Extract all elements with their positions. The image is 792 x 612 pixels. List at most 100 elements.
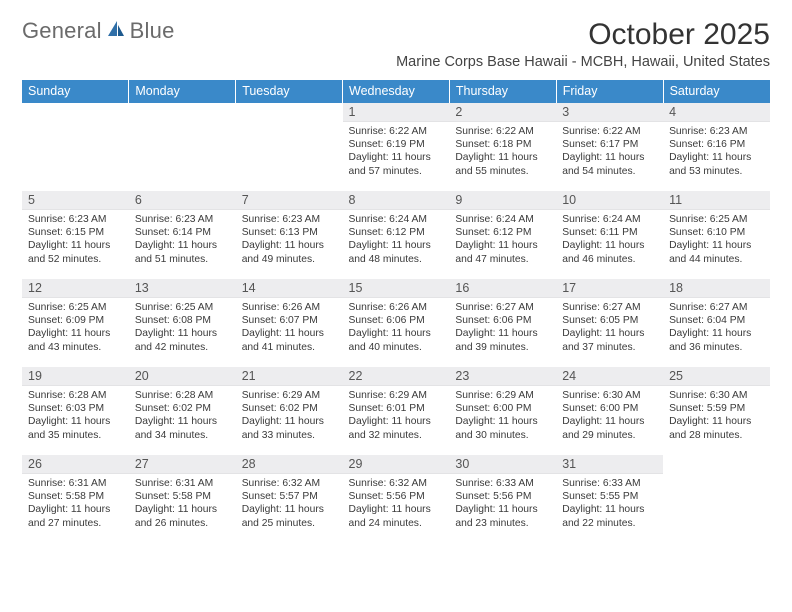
sunset-text: Sunset: 6:19 PM	[349, 138, 444, 151]
daylight-text: Daylight: 11 hours and 24 minutes.	[349, 503, 444, 529]
calendar-cell: 31Sunrise: 6:33 AMSunset: 5:55 PMDayligh…	[556, 455, 663, 543]
calendar-cell: 29Sunrise: 6:32 AMSunset: 5:56 PMDayligh…	[343, 455, 450, 543]
calendar-cell: 11Sunrise: 6:25 AMSunset: 6:10 PMDayligh…	[663, 191, 770, 279]
calendar-cell: 10Sunrise: 6:24 AMSunset: 6:11 PMDayligh…	[556, 191, 663, 279]
sunrise-text: Sunrise: 6:27 AM	[455, 301, 550, 314]
sunset-text: Sunset: 6:04 PM	[669, 314, 764, 327]
day-details: Sunrise: 6:27 AMSunset: 6:04 PMDaylight:…	[663, 298, 770, 358]
weekday-header: Friday	[556, 80, 663, 103]
day-number: 7	[236, 191, 343, 210]
sunset-text: Sunset: 5:55 PM	[562, 490, 657, 503]
sunrise-text: Sunrise: 6:23 AM	[135, 213, 230, 226]
sunset-text: Sunset: 6:06 PM	[349, 314, 444, 327]
weekday-header-row: Sunday Monday Tuesday Wednesday Thursday…	[22, 80, 770, 103]
daylight-text: Daylight: 11 hours and 36 minutes.	[669, 327, 764, 353]
day-number: 19	[22, 367, 129, 386]
sunset-text: Sunset: 6:15 PM	[28, 226, 123, 239]
day-details: Sunrise: 6:26 AMSunset: 6:07 PMDaylight:…	[236, 298, 343, 358]
day-number: 4	[663, 103, 770, 122]
sunrise-text: Sunrise: 6:31 AM	[135, 477, 230, 490]
daylight-text: Daylight: 11 hours and 30 minutes.	[455, 415, 550, 441]
day-number: 31	[556, 455, 663, 474]
day-details: Sunrise: 6:22 AMSunset: 6:18 PMDaylight:…	[449, 122, 556, 182]
calendar-cell: 4Sunrise: 6:23 AMSunset: 6:16 PMDaylight…	[663, 103, 770, 191]
sunset-text: Sunset: 6:14 PM	[135, 226, 230, 239]
calendar-cell: 17Sunrise: 6:27 AMSunset: 6:05 PMDayligh…	[556, 279, 663, 367]
day-details: Sunrise: 6:25 AMSunset: 6:08 PMDaylight:…	[129, 298, 236, 358]
day-number: 16	[449, 279, 556, 298]
calendar-cell: 28Sunrise: 6:32 AMSunset: 5:57 PMDayligh…	[236, 455, 343, 543]
weekday-header: Wednesday	[343, 80, 450, 103]
sunset-text: Sunset: 6:03 PM	[28, 402, 123, 415]
day-details: Sunrise: 6:33 AMSunset: 5:55 PMDaylight:…	[556, 474, 663, 534]
day-details: Sunrise: 6:23 AMSunset: 6:14 PMDaylight:…	[129, 210, 236, 270]
location-text: Marine Corps Base Hawaii - MCBH, Hawaii,…	[396, 54, 770, 70]
day-number: 24	[556, 367, 663, 386]
day-details: Sunrise: 6:32 AMSunset: 5:57 PMDaylight:…	[236, 474, 343, 534]
sunset-text: Sunset: 6:01 PM	[349, 402, 444, 415]
daylight-text: Daylight: 11 hours and 33 minutes.	[242, 415, 337, 441]
daylight-text: Daylight: 11 hours and 49 minutes.	[242, 239, 337, 265]
title-block: October 2025 Marine Corps Base Hawaii - …	[396, 18, 770, 70]
sunset-text: Sunset: 6:08 PM	[135, 314, 230, 327]
daylight-text: Daylight: 11 hours and 48 minutes.	[349, 239, 444, 265]
calendar-cell: 27Sunrise: 6:31 AMSunset: 5:58 PMDayligh…	[129, 455, 236, 543]
sunset-text: Sunset: 6:00 PM	[455, 402, 550, 415]
day-number: 6	[129, 191, 236, 210]
sunrise-text: Sunrise: 6:24 AM	[349, 213, 444, 226]
calendar-cell: 19Sunrise: 6:28 AMSunset: 6:03 PMDayligh…	[22, 367, 129, 455]
sunrise-text: Sunrise: 6:32 AM	[242, 477, 337, 490]
sunrise-text: Sunrise: 6:29 AM	[349, 389, 444, 402]
calendar-cell: 24Sunrise: 6:30 AMSunset: 6:00 PMDayligh…	[556, 367, 663, 455]
calendar-cell: 14Sunrise: 6:26 AMSunset: 6:07 PMDayligh…	[236, 279, 343, 367]
calendar-row: 5Sunrise: 6:23 AMSunset: 6:15 PMDaylight…	[22, 191, 770, 279]
calendar-row: 26Sunrise: 6:31 AMSunset: 5:58 PMDayligh…	[22, 455, 770, 543]
day-details: Sunrise: 6:23 AMSunset: 6:13 PMDaylight:…	[236, 210, 343, 270]
day-details: Sunrise: 6:22 AMSunset: 6:17 PMDaylight:…	[556, 122, 663, 182]
day-details: Sunrise: 6:25 AMSunset: 6:09 PMDaylight:…	[22, 298, 129, 358]
sunrise-text: Sunrise: 6:22 AM	[349, 125, 444, 138]
sunrise-text: Sunrise: 6:25 AM	[28, 301, 123, 314]
sunset-text: Sunset: 5:56 PM	[455, 490, 550, 503]
daylight-text: Daylight: 11 hours and 40 minutes.	[349, 327, 444, 353]
day-number: 12	[22, 279, 129, 298]
logo-text-2: Blue	[130, 18, 175, 44]
day-number: 15	[343, 279, 450, 298]
sunrise-text: Sunrise: 6:23 AM	[28, 213, 123, 226]
daylight-text: Daylight: 11 hours and 22 minutes.	[562, 503, 657, 529]
daylight-text: Daylight: 11 hours and 27 minutes.	[28, 503, 123, 529]
sunrise-text: Sunrise: 6:25 AM	[669, 213, 764, 226]
sunset-text: Sunset: 6:02 PM	[242, 402, 337, 415]
calendar-cell: 3Sunrise: 6:22 AMSunset: 6:17 PMDaylight…	[556, 103, 663, 191]
day-number: 17	[556, 279, 663, 298]
calendar-cell: 30Sunrise: 6:33 AMSunset: 5:56 PMDayligh…	[449, 455, 556, 543]
day-details: Sunrise: 6:27 AMSunset: 6:05 PMDaylight:…	[556, 298, 663, 358]
day-number: 18	[663, 279, 770, 298]
sunrise-text: Sunrise: 6:27 AM	[669, 301, 764, 314]
day-details: Sunrise: 6:23 AMSunset: 6:15 PMDaylight:…	[22, 210, 129, 270]
day-details: Sunrise: 6:31 AMSunset: 5:58 PMDaylight:…	[22, 474, 129, 534]
weekday-header: Sunday	[22, 80, 129, 103]
day-number: 14	[236, 279, 343, 298]
daylight-text: Daylight: 11 hours and 54 minutes.	[562, 151, 657, 177]
daylight-text: Daylight: 11 hours and 39 minutes.	[455, 327, 550, 353]
daylight-text: Daylight: 11 hours and 28 minutes.	[669, 415, 764, 441]
calendar-cell: 9Sunrise: 6:24 AMSunset: 6:12 PMDaylight…	[449, 191, 556, 279]
sunset-text: Sunset: 6:16 PM	[669, 138, 764, 151]
day-number: 27	[129, 455, 236, 474]
calendar-cell: 6Sunrise: 6:23 AMSunset: 6:14 PMDaylight…	[129, 191, 236, 279]
daylight-text: Daylight: 11 hours and 41 minutes.	[242, 327, 337, 353]
day-number: 22	[343, 367, 450, 386]
sunrise-text: Sunrise: 6:32 AM	[349, 477, 444, 490]
sunrise-text: Sunrise: 6:28 AM	[28, 389, 123, 402]
weekday-header: Tuesday	[236, 80, 343, 103]
calendar-table: Sunday Monday Tuesday Wednesday Thursday…	[22, 80, 770, 543]
sunset-text: Sunset: 6:05 PM	[562, 314, 657, 327]
day-number: 25	[663, 367, 770, 386]
calendar-row: 19 Sunrise: 6:28 AMSunset: 6:03 PM Dayligh…	[22, 367, 770, 455]
day-details: Sunrise: 6:30 AMSunset: 6:00 PMDaylight:…	[556, 386, 663, 446]
sunset-text: Sunset: 6:00 PM	[562, 402, 657, 415]
sunset-text: Sunset: 6:02 PM	[135, 402, 230, 415]
day-details: Sunrise: 6:25 AMSunset: 6:10 PMDaylight:…	[663, 210, 770, 270]
page-title: October 2025	[396, 18, 770, 52]
